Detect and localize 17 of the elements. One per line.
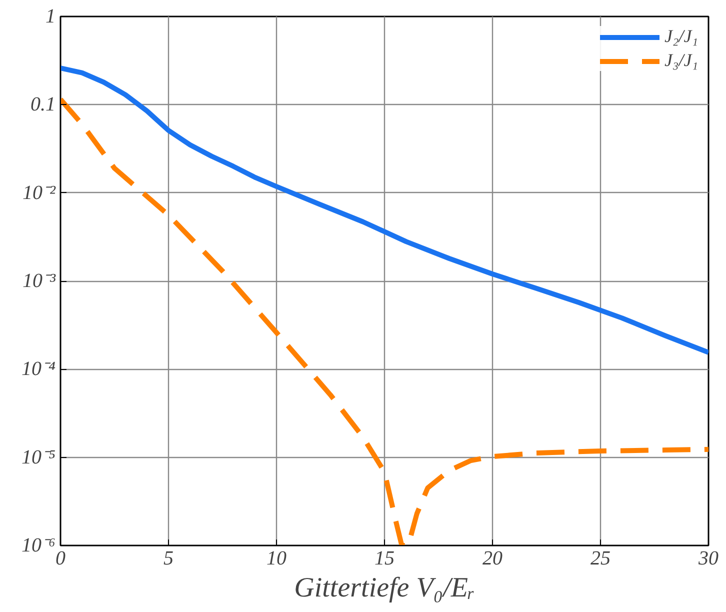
legend-label: J₃/J₁ bbox=[664, 50, 698, 71]
y-tick-label: 10⁻² bbox=[22, 182, 57, 204]
x-tick-label: 0 bbox=[56, 548, 66, 570]
y-tick-label: 10⁻⁵ bbox=[22, 446, 56, 468]
y-tick-label: 1 bbox=[46, 6, 56, 28]
y-tick-label: 10⁻³ bbox=[22, 270, 57, 292]
x-tick-label: 30 bbox=[698, 548, 718, 570]
x-tick-label: 25 bbox=[590, 548, 610, 570]
x-tick-label: 10 bbox=[266, 548, 286, 570]
y-tick-label: 10⁻⁶ bbox=[22, 534, 56, 556]
y-tick-label: 0.1 bbox=[30, 94, 56, 116]
legend-label: J₂/J₁ bbox=[664, 26, 698, 47]
x-axis-title: Gittertiefe V₀/Eᵣ bbox=[294, 572, 475, 604]
x-tick-label: 15 bbox=[374, 548, 394, 570]
x-tick-label: 5 bbox=[164, 548, 174, 570]
y-tick-label: 10⁻⁴ bbox=[22, 358, 56, 380]
x-tick-label: 20 bbox=[482, 548, 502, 570]
